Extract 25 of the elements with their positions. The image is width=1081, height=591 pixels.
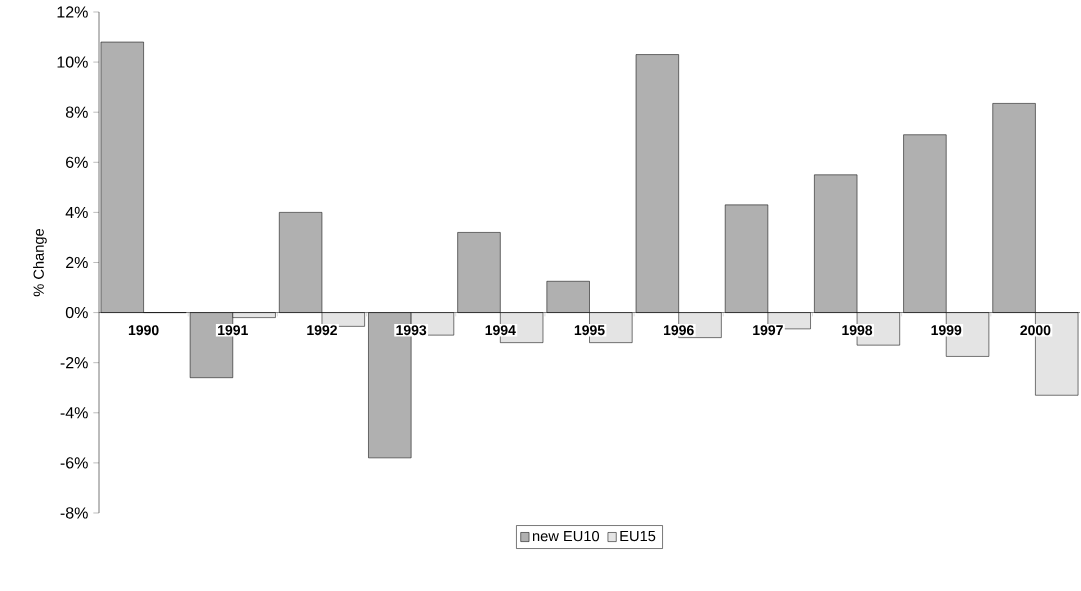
y-tick-label: 8% [65,106,88,118]
legend-label: new EU10 [532,530,600,542]
x-tick-label: 1995 [574,325,605,336]
y-tick-label: 0% [65,306,88,319]
x-tick-label: 1998 [842,325,873,336]
y-tick-label: 2% [66,256,88,269]
y-tick-label: -8% [60,507,88,519]
x-tick-label: 1997 [753,325,783,336]
y-tick-label: -4% [60,407,88,419]
x-tick-label: 1990 [128,325,159,336]
y-tick-label: 6% [66,156,88,168]
y-axis-title: % Change [33,228,47,297]
x-tick-label: 1992 [307,325,337,336]
y-tick-label: -6% [60,457,88,469]
y-tick-label: 4% [65,206,88,218]
x-tick-label: 1993 [396,325,427,336]
x-tick-label: 1994 [485,325,516,336]
x-tick-label: 2000 [1020,325,1051,336]
y-tick-label: 12% [57,6,88,18]
x-tick-label: 1999 [931,325,962,336]
x-tick-label: 1996 [663,325,694,336]
y-tick-label: 10% [57,56,88,68]
y-tick-label: -2% [60,357,88,369]
legend-label: EU15 [620,530,656,542]
x-tick-label: 1991 [218,325,248,336]
